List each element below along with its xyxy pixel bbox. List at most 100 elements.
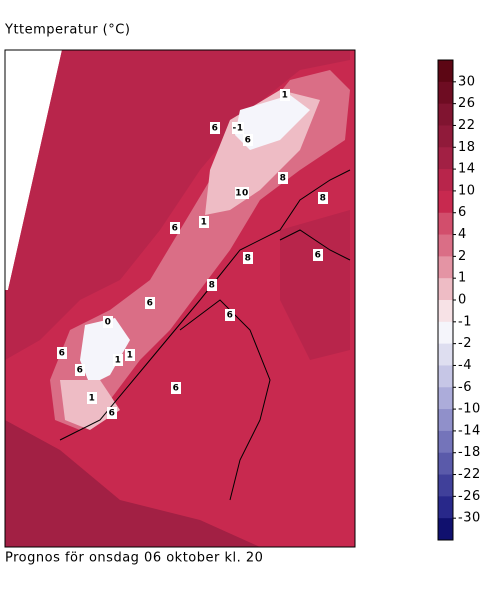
colorbar-tick-label: -14 <box>458 423 481 438</box>
colorbar-tick-label: 18 <box>458 140 476 155</box>
contour-labels: 6 6 -1 1 8 10 8 8 6 1 6 8 6 6 6 0 1 1 6 … <box>57 89 328 419</box>
contour-label: 1 <box>127 351 134 361</box>
colorbar-cell <box>438 518 453 541</box>
colorbar-cell <box>438 125 453 148</box>
colorbar-cell <box>438 321 453 345</box>
colorbar-tick-label: -6 <box>458 380 472 395</box>
contour-label: 6 <box>173 384 180 394</box>
contour-label: 1 <box>201 218 208 228</box>
contour-label: 8 <box>209 281 216 291</box>
colorbar-tick-label: -26 <box>458 489 481 504</box>
label-box <box>125 349 135 361</box>
contour-label: 1 <box>115 356 122 366</box>
contour-label: 10 <box>235 189 249 199</box>
label-box <box>313 249 323 261</box>
colorbar-cell <box>438 387 453 410</box>
no-data-area <box>5 50 62 290</box>
coast-line <box>179 299 271 501</box>
map: 6 6 -1 1 8 10 8 8 6 1 6 8 6 6 6 0 1 1 6 … <box>4 49 356 548</box>
colorbar-cell <box>438 234 453 257</box>
land-area <box>280 210 350 360</box>
contour-label: 8 <box>320 194 327 204</box>
label-box <box>318 192 328 204</box>
label-box <box>243 252 253 264</box>
colorbar-cell <box>438 452 453 476</box>
colorbar-cell <box>438 365 453 388</box>
contour-label: 6 <box>172 224 179 234</box>
colorbar-cell <box>438 81 453 105</box>
contour-label: 6 <box>77 366 84 376</box>
label-box <box>87 392 97 404</box>
contour-label: 8 <box>280 174 287 184</box>
contour-label: 6 <box>109 409 116 419</box>
label-box <box>235 187 249 199</box>
label-box <box>280 89 290 101</box>
contour-label: 6 <box>245 136 252 146</box>
contour-label: -1 <box>233 124 244 134</box>
sea-area <box>5 50 350 360</box>
colorbar-tick-label: 30 <box>458 74 476 89</box>
colorbar-cell <box>438 147 453 170</box>
label-box <box>75 364 85 376</box>
contour-label: 6 <box>315 251 322 261</box>
label-box <box>170 222 180 234</box>
label-box <box>232 122 244 134</box>
border-line <box>59 169 351 441</box>
colorbar-cell <box>438 212 453 236</box>
contour-label: 1 <box>282 91 289 101</box>
coast-line <box>279 229 351 261</box>
colorbar-cell <box>438 496 453 519</box>
colorbar-tick-label: -4 <box>458 358 472 373</box>
contour-label: 0 <box>105 318 112 328</box>
sea-area <box>5 420 260 547</box>
label-box <box>207 279 217 291</box>
colorbar: 30262218141064210-1-2-4-6-10-14-18-22-26… <box>437 59 481 541</box>
colorbar-tick-label: -18 <box>458 445 481 460</box>
colorbar-tick-label: 0 <box>458 293 467 308</box>
colorbar-tick-label: 6 <box>458 205 467 220</box>
colorbar-cell <box>438 169 453 192</box>
label-box <box>57 347 67 359</box>
colorbar-cell <box>438 103 453 126</box>
contour-label: 6 <box>227 311 234 321</box>
contour-label: 6 <box>59 349 66 359</box>
mountain-area <box>80 318 130 385</box>
colorbar-tick-label: 22 <box>458 118 476 133</box>
colorbar-tick-label: 26 <box>458 96 476 111</box>
label-box <box>145 297 155 309</box>
colorbar-cell <box>438 60 453 83</box>
colorbar-cell <box>438 430 453 454</box>
label-box <box>199 216 209 228</box>
contour-label: 6 <box>147 299 154 309</box>
colorbar-tick-label: 1 <box>458 271 467 286</box>
colorbar-cell <box>438 343 453 366</box>
colorbar-tick-label: -10 <box>458 402 481 417</box>
colorbar-tick-label: 10 <box>458 183 476 198</box>
mountain-area <box>60 380 120 430</box>
colorbar-cell <box>438 474 453 497</box>
colorbar-cell <box>438 300 453 323</box>
contour-label: 1 <box>89 394 96 404</box>
colorbar-cell <box>438 409 453 432</box>
mountain-area <box>235 95 310 150</box>
caption: Prognos för onsdag 06 oktober kl. 20 <box>5 551 263 566</box>
contour-label: 8 <box>245 254 252 264</box>
colorbar-tick-label: -30 <box>458 511 481 526</box>
title: Yttemperatur (°C) <box>4 23 130 38</box>
colorbar-cell <box>438 190 453 214</box>
label-box <box>113 354 123 366</box>
colorbar-tick-label: -2 <box>458 336 472 351</box>
label-box <box>171 382 181 394</box>
label-box <box>278 172 288 184</box>
colorbar-tick-label: -1 <box>458 314 472 329</box>
contour-label: 6 <box>212 124 219 134</box>
colorbar-tick-label: 4 <box>458 227 467 242</box>
label-box <box>107 407 117 419</box>
colorbar-tick-label: 2 <box>458 249 467 264</box>
map-frame <box>4 49 356 548</box>
colorbar-cell <box>438 278 453 301</box>
colorbar-tick-label: 14 <box>458 162 476 177</box>
label-box <box>103 316 113 328</box>
